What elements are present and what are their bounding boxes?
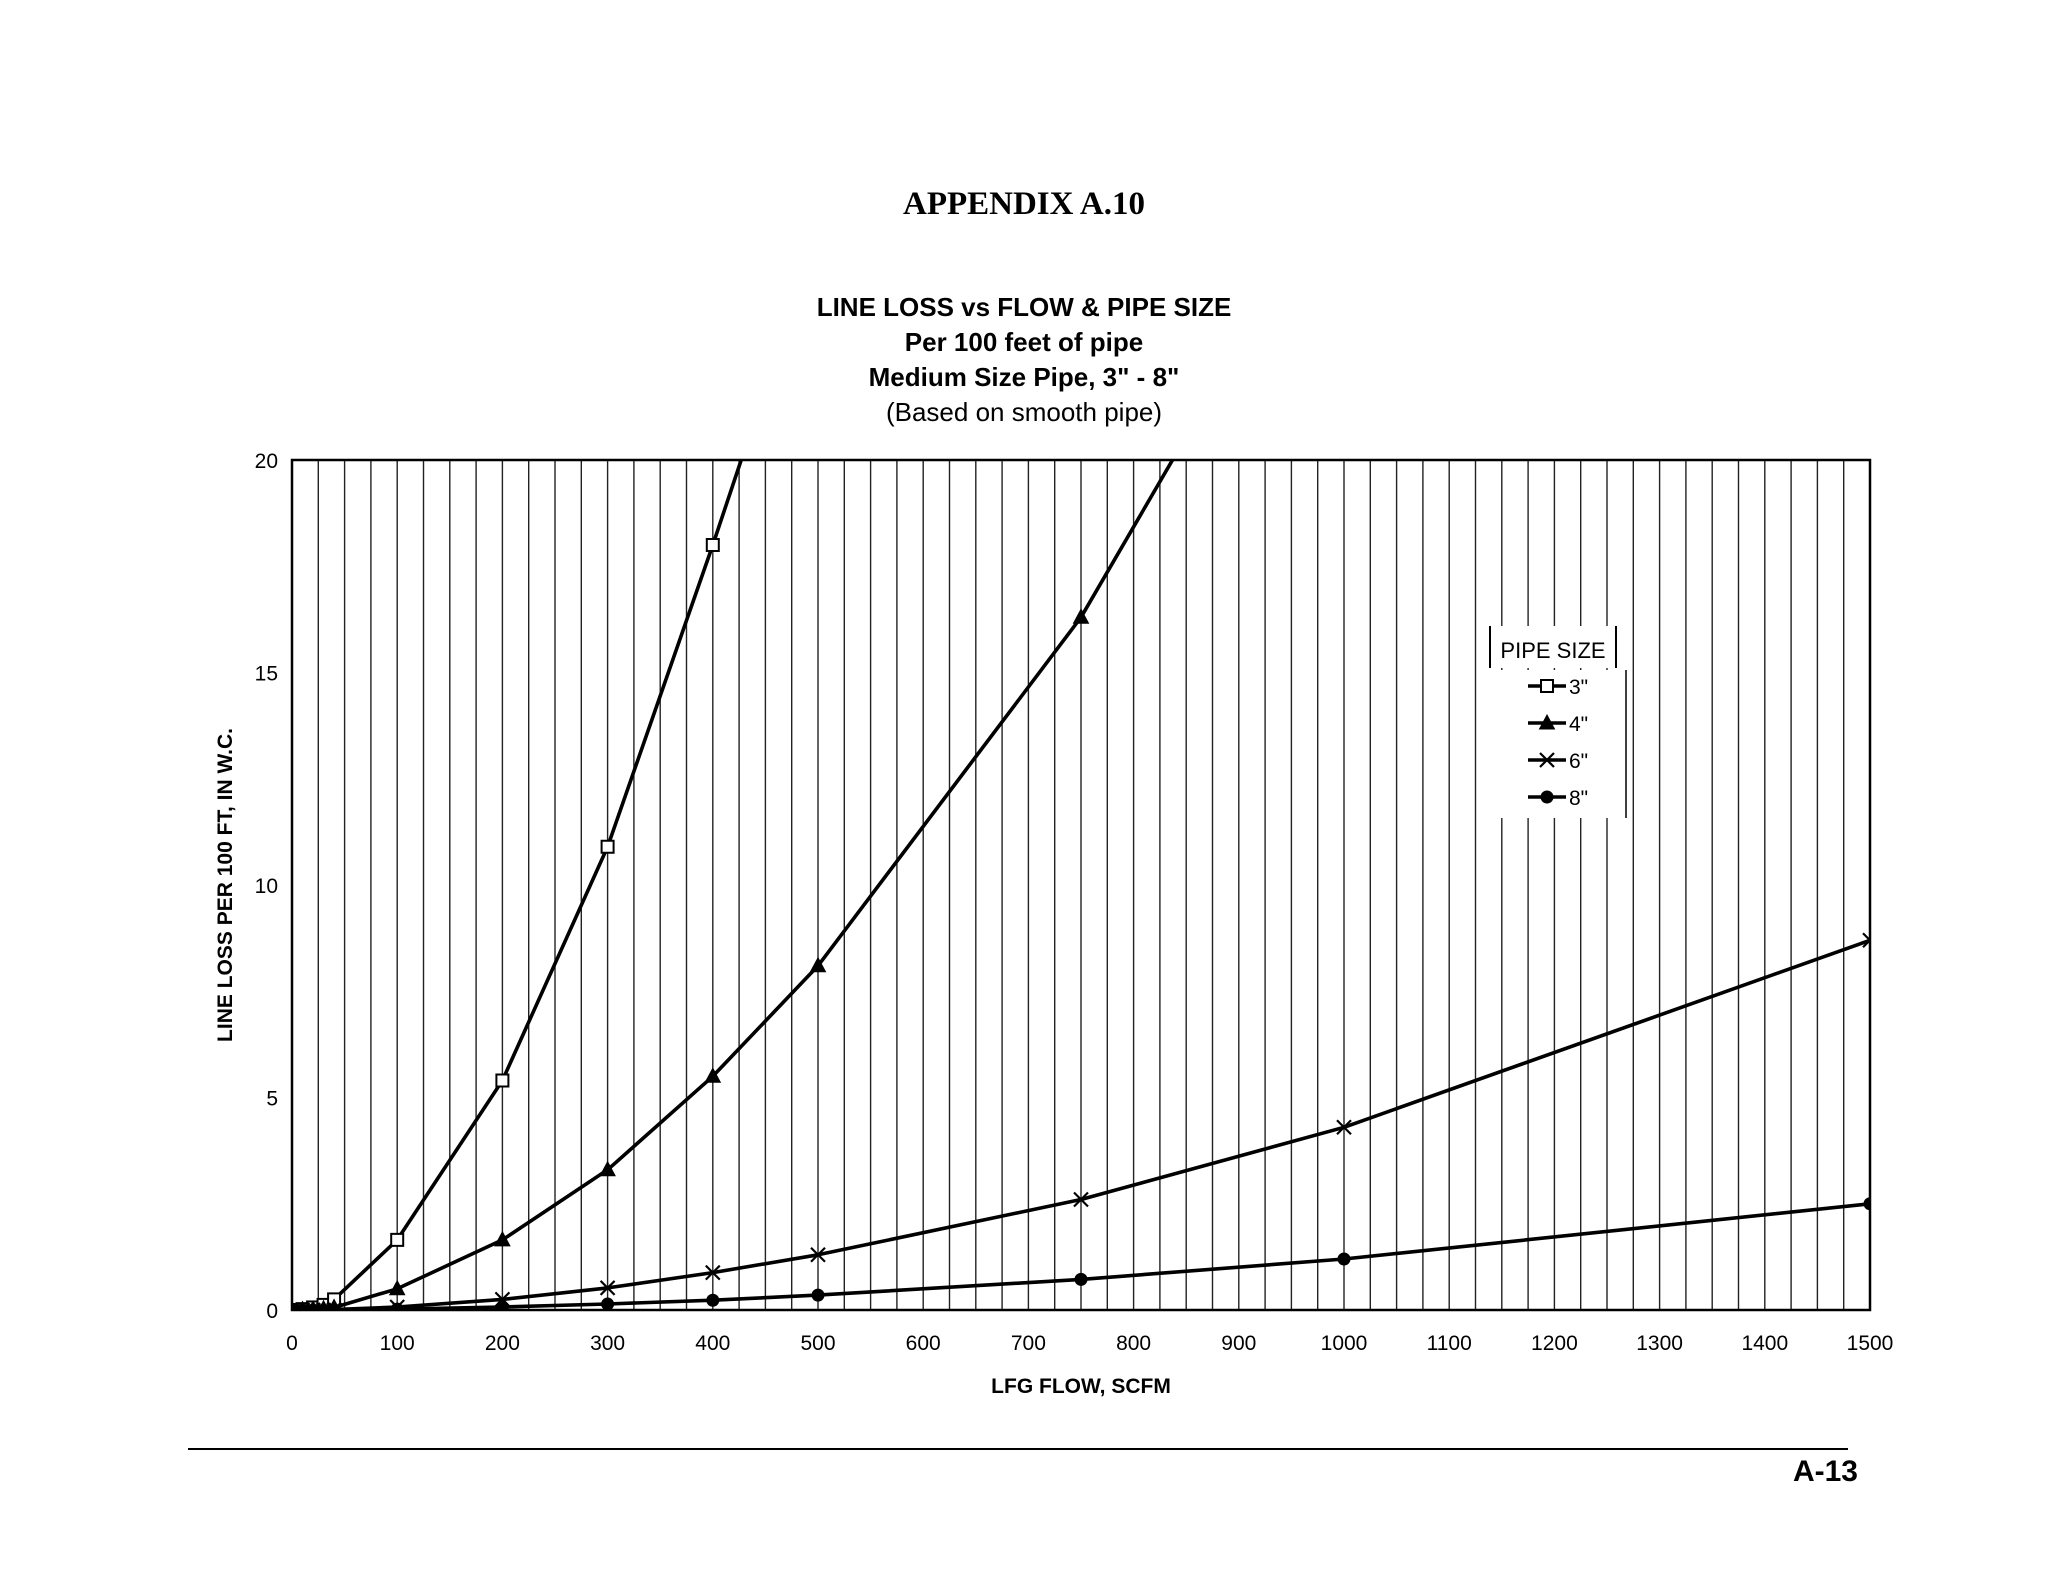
data-point-marker <box>600 839 615 854</box>
y-tick-label: 0 <box>266 1300 278 1323</box>
legend-title: PIPE SIZE <box>1500 638 1605 663</box>
x-tick-label: 600 <box>906 1332 941 1355</box>
chart-subtitle-3: (Based on smooth pipe) <box>885 397 1163 427</box>
data-point-marker <box>809 956 827 973</box>
x-tick-label: 900 <box>1221 1332 1256 1355</box>
x-tick-label: 500 <box>800 1332 835 1355</box>
vertical-gridlines <box>317 460 1845 1310</box>
data-point-marker <box>1337 1252 1351 1266</box>
data-point-marker <box>327 1303 341 1310</box>
x-tick-label: 700 <box>1011 1332 1046 1355</box>
x-tick-label: 0 <box>286 1332 298 1355</box>
data-point-marker <box>599 1160 616 1177</box>
y-tick-label: 5 <box>266 1088 278 1111</box>
x-tick-label: 1500 <box>1847 1332 1894 1355</box>
data-point-marker <box>811 1288 825 1302</box>
x-tick-label: 1200 <box>1531 1332 1578 1355</box>
x-tick-label: 100 <box>380 1332 415 1355</box>
data-point-marker <box>599 1280 616 1296</box>
legend-label: 3" <box>1569 676 1588 699</box>
legend-marker <box>1538 713 1556 730</box>
data-point-marker <box>317 1303 331 1310</box>
data-point-marker <box>601 1297 615 1310</box>
legend: PIPE SIZE 3" 4" 6" 8" <box>1488 626 1627 818</box>
data-point-marker <box>704 1067 722 1083</box>
x-tick-label: 800 <box>1116 1332 1151 1355</box>
footer-rule <box>188 1448 1848 1450</box>
legend-label: 4" <box>1569 713 1588 736</box>
data-point-marker <box>495 1300 509 1310</box>
legend-marker <box>1539 752 1555 768</box>
data-point-marker <box>1074 1272 1088 1286</box>
data-point-marker <box>388 1279 406 1296</box>
appendix-title: APPENDIX A.10 <box>902 186 1145 222</box>
y-axis-label: LINE LOSS PER 100 FT, IN W.C. <box>214 728 237 1042</box>
y-tick-label: 10 <box>255 875 278 898</box>
x-tick-label: 1400 <box>1741 1332 1788 1355</box>
legend-marker <box>1540 679 1554 693</box>
legend-label: 6" <box>1569 750 1588 773</box>
data-point-marker <box>705 538 720 552</box>
chart-subtitle-1: Per 100 feet of pipe <box>904 327 1144 357</box>
data-point-marker <box>296 1303 310 1310</box>
data-point-marker <box>810 1246 826 1263</box>
data-point-marker <box>315 1302 332 1310</box>
series-4 <box>292 1197 1870 1310</box>
x-tick-label: 1300 <box>1636 1332 1683 1355</box>
chart-title: LINE LOSS vs FLOW & PIPE SIZE <box>816 292 1232 322</box>
data-point-marker <box>495 1073 510 1088</box>
data-point-marker <box>306 1303 320 1310</box>
data-point-marker <box>390 1232 405 1247</box>
x-tick-label: 1100 <box>1427 1332 1472 1355</box>
x-tick-label: 400 <box>695 1332 730 1355</box>
data-point-marker <box>494 1230 511 1247</box>
legend-label: 8" <box>1569 787 1588 810</box>
x-tick-label: 200 <box>485 1332 520 1355</box>
data-point-marker <box>1073 1191 1089 1208</box>
y-tick-label: 20 <box>255 450 278 473</box>
chart-subtitle-2: Medium Size Pipe, 3" - 8" <box>868 362 1180 392</box>
x-tick-label: 1000 <box>1321 1332 1368 1355</box>
chart-titles: LINE LOSS vs FLOW & PIPE SIZE Per 100 fe… <box>0 290 2048 430</box>
legend-body <box>1498 670 1626 818</box>
data-point-marker <box>706 1293 720 1307</box>
data-point-marker <box>1863 1197 1870 1211</box>
legend-marker <box>1540 790 1554 804</box>
x-tick-label: 300 <box>590 1332 625 1355</box>
x-axis-label: LFG FLOW, SCFM <box>991 1375 1171 1398</box>
data-point-marker <box>705 1264 721 1281</box>
y-tick-label: 15 <box>255 663 278 686</box>
legend-title-box <box>1488 626 1618 668</box>
plot-frame <box>290 458 1872 1312</box>
data-point-marker <box>1072 608 1090 624</box>
data-point-marker <box>390 1302 404 1310</box>
data-point-marker <box>1862 932 1870 949</box>
page-number: A-13 <box>1792 1455 1858 1488</box>
data-point-marker <box>1336 1119 1352 1136</box>
